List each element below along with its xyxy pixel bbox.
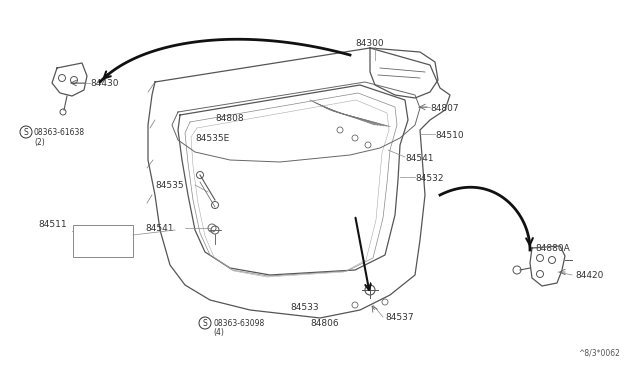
Text: (4): (4) — [213, 328, 224, 337]
Text: 84510: 84510 — [435, 131, 463, 140]
Text: 84533: 84533 — [290, 304, 319, 312]
Text: 84880A: 84880A — [535, 244, 570, 253]
Text: (2): (2) — [34, 138, 45, 147]
Text: 08363-61638: 08363-61638 — [34, 128, 85, 137]
Text: 84537: 84537 — [385, 314, 413, 323]
Text: 84511: 84511 — [38, 219, 67, 228]
Text: 84806: 84806 — [310, 318, 339, 327]
Text: 84807: 84807 — [430, 103, 459, 112]
Text: 84300: 84300 — [355, 38, 383, 48]
Text: 84541: 84541 — [145, 224, 173, 232]
Text: 84532: 84532 — [415, 173, 444, 183]
Text: 08363-63098: 08363-63098 — [213, 318, 264, 327]
Text: 84430: 84430 — [90, 78, 118, 87]
Text: 84535E: 84535E — [195, 134, 229, 142]
Text: 84535: 84535 — [155, 180, 184, 189]
Bar — [73, 225, 133, 257]
Text: S: S — [24, 128, 28, 137]
Text: 84541: 84541 — [405, 154, 433, 163]
Text: 84420: 84420 — [575, 270, 604, 279]
Text: ^8/3*0062: ^8/3*0062 — [578, 349, 620, 358]
Text: S: S — [203, 318, 207, 327]
Text: 84808: 84808 — [215, 113, 244, 122]
